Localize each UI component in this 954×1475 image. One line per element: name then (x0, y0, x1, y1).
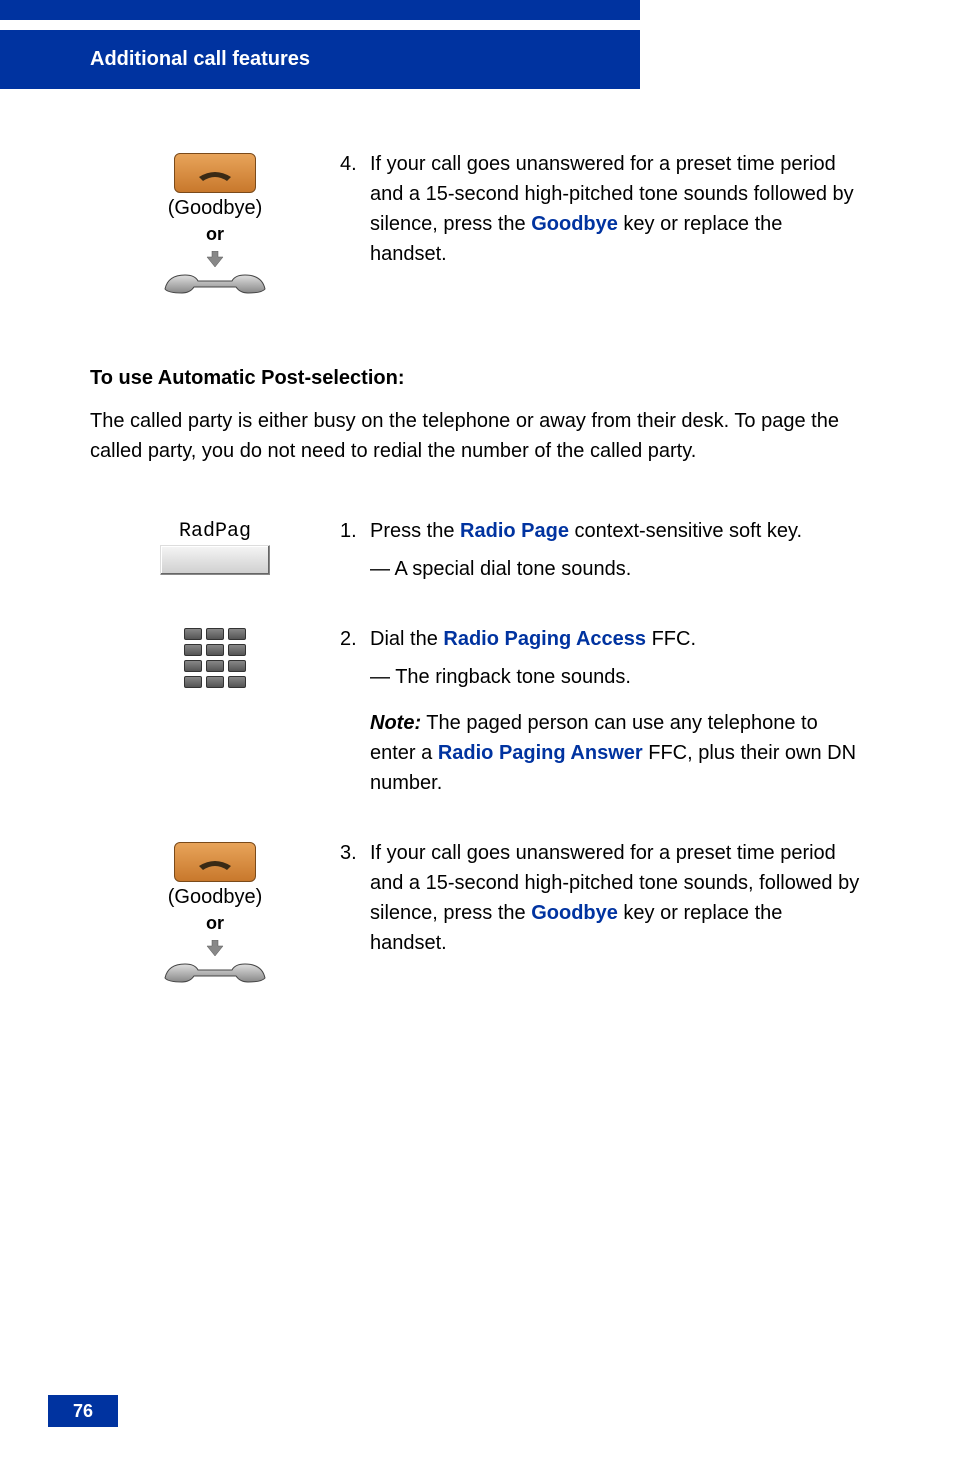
softkey-group: RadPag (90, 516, 340, 575)
keypad-icon (184, 628, 246, 688)
step-body: Press the Radio Page context-sensitive s… (370, 516, 864, 584)
key-9 (228, 660, 246, 672)
step2-line1: Dial the Radio Paging Access FFC. (370, 624, 864, 654)
step-row-2: 2. Dial the Radio Paging Access FFC. — T… (90, 624, 864, 798)
key-1 (184, 628, 202, 640)
text-part: Dial the (370, 628, 443, 650)
step-body: If your call goes unanswered for a prese… (370, 149, 864, 269)
step-number: 4. (340, 149, 370, 179)
goodbye-label: (Goodbye) (168, 197, 263, 220)
step3-text: 3. If your call goes unanswered for a pr… (340, 838, 864, 958)
header-bar: Additional call features (0, 30, 640, 89)
page-number: 76 (73, 1401, 93, 1422)
key-2 (206, 628, 224, 640)
down-arrow-icon (205, 251, 225, 267)
keypad-group (90, 624, 340, 688)
key-5 (206, 644, 224, 656)
goodbye-icon-group-1: (Goodbye) or (90, 149, 340, 297)
step-number: 3. (340, 838, 370, 868)
goodbye-icon-group-2: (Goodbye) or (90, 838, 340, 986)
step-body: If your call goes unanswered for a prese… (370, 838, 864, 958)
step-number: 1. (340, 516, 370, 546)
page-content: (Goodbye) or 4. If your call goes unansw… (0, 89, 954, 986)
step2-subline: — The ringback tone sounds. (370, 662, 864, 692)
top-blue-strip (0, 0, 640, 20)
step1-text: 1. Press the Radio Page context-sensitiv… (340, 516, 864, 584)
key-star (184, 676, 202, 688)
term-radio-page: Radio Page (460, 520, 569, 542)
or-label: or (206, 224, 224, 245)
phone-down-icon (195, 852, 235, 872)
step-row-3: (Goodbye) or 3. If your call goes unansw… (90, 838, 864, 986)
down-arrow-icon (205, 940, 225, 956)
term-radio-paging-access: Radio Paging Access (443, 628, 646, 650)
step-row-1: RadPag 1. Press the Radio Page context-s… (90, 516, 864, 584)
softkey-label: RadPag (179, 520, 251, 543)
text-part: context-sensitive soft key. (569, 520, 802, 542)
goodbye-label: (Goodbye) (168, 886, 263, 909)
key-hash (228, 676, 246, 688)
key-3 (228, 628, 246, 640)
text-part: FFC. (646, 628, 696, 650)
section2-para: The called party is either busy on the t… (90, 406, 864, 466)
goodbye-key-icon (174, 842, 256, 882)
term-goodbye: Goodbye (531, 902, 618, 924)
softkey-button-icon (160, 545, 270, 575)
step-row-4: (Goodbye) or 4. If your call goes unansw… (90, 149, 864, 297)
page-number-badge: 76 (48, 1395, 118, 1427)
softkey-wrap: RadPag (160, 520, 270, 575)
handset-icon (160, 267, 270, 297)
key-7 (184, 660, 202, 672)
key-6 (228, 644, 246, 656)
key-8 (206, 660, 224, 672)
step1-subline: — A special dial tone sounds. (370, 554, 864, 584)
section2-title: To use Automatic Post-selection: (90, 367, 864, 390)
key-0 (206, 676, 224, 688)
handset-icon (160, 956, 270, 986)
step4-text: 4. If your call goes unanswered for a pr… (340, 149, 864, 269)
step2-text: 2. Dial the Radio Paging Access FFC. — T… (340, 624, 864, 798)
step1-line1: Press the Radio Page context-sensitive s… (370, 516, 864, 546)
term-goodbye: Goodbye (531, 213, 618, 235)
key-4 (184, 644, 202, 656)
text-part: Press the (370, 520, 460, 542)
phone-down-icon (195, 163, 235, 183)
term-radio-paging-answer: Radio Paging Answer (438, 742, 643, 764)
or-label: or (206, 913, 224, 934)
step2-note: Note: The paged person can use any telep… (370, 708, 864, 798)
note-label: Note: (370, 712, 421, 734)
goodbye-key-icon (174, 153, 256, 193)
header-title: Additional call features (90, 48, 310, 70)
step-number: 2. (340, 624, 370, 654)
step-body: Dial the Radio Paging Access FFC. — The … (370, 624, 864, 798)
